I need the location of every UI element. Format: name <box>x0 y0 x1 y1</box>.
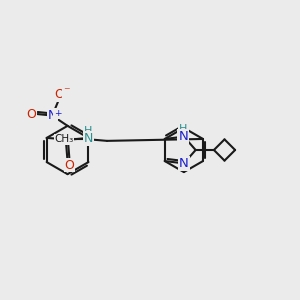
Text: ⁻: ⁻ <box>63 85 70 98</box>
Text: O: O <box>54 88 64 101</box>
Text: N: N <box>48 109 57 122</box>
Text: O: O <box>26 108 36 121</box>
Text: N: N <box>179 157 189 170</box>
Text: N: N <box>178 130 188 143</box>
Text: N: N <box>83 132 93 145</box>
Text: H: H <box>84 126 92 136</box>
Text: CH₃: CH₃ <box>54 134 74 144</box>
Text: O: O <box>64 158 74 172</box>
Text: +: + <box>54 109 62 118</box>
Text: H: H <box>179 124 188 134</box>
